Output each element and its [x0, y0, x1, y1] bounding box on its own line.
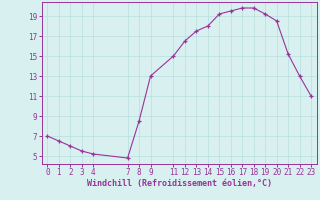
X-axis label: Windchill (Refroidissement éolien,°C): Windchill (Refroidissement éolien,°C)	[87, 179, 272, 188]
